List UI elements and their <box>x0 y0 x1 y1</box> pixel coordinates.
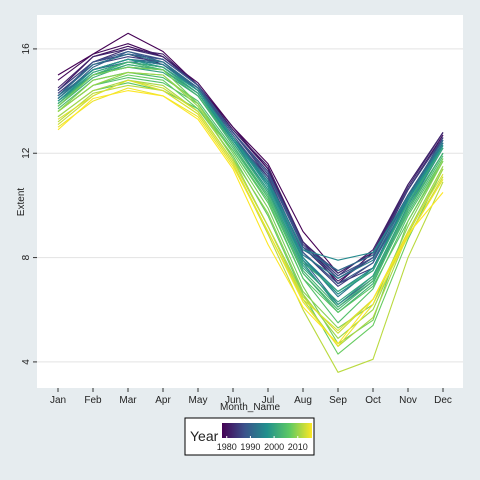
x-axis-title: Month_Name <box>220 402 280 413</box>
y-tick-label: 12 <box>21 147 32 159</box>
legend-colorbar <box>222 423 312 438</box>
series-line-2009 <box>57 71 444 329</box>
x-tick-label: Jun <box>225 395 241 406</box>
x-tick-label: Aug <box>294 395 312 406</box>
x-tick-label: Jul <box>262 395 275 406</box>
legend-tick-label: 1990 <box>240 442 260 452</box>
x-tick-label: Apr <box>155 395 171 406</box>
series-line-2015 <box>57 87 444 347</box>
legend-title: Year <box>190 428 219 444</box>
y-tick-label: 8 <box>21 254 32 260</box>
y-tick-label: 16 <box>21 43 32 55</box>
x-tick-label: Sep <box>329 395 347 406</box>
x-tick-label: Feb <box>84 395 102 406</box>
y-tick-label: 4 <box>21 359 32 365</box>
series-line-1982 <box>57 48 444 277</box>
x-tick-label: Jan <box>50 395 66 406</box>
legend-ticks: 1980 1990 2000 2010 <box>217 436 308 452</box>
legend: Year 1980 1990 2000 2010 <box>184 417 315 456</box>
series-line-2016 <box>57 90 444 345</box>
x-tick-label: Oct <box>365 395 381 406</box>
x-tick-label: Nov <box>399 395 417 406</box>
x-tick-label: Mar <box>119 395 137 406</box>
x-axis-ticks: Jan Feb Mar Apr May Jun Jul Aug Sep Oct Nov Dec <box>50 388 452 406</box>
series-line-2003 <box>57 61 444 308</box>
x-tick-label: Dec <box>434 395 452 406</box>
series-line-2006 <box>57 82 444 313</box>
legend-tick-label: 2010 <box>288 442 308 452</box>
legend-tick-label: 1980 <box>217 442 237 452</box>
series-line-2002 <box>57 64 444 313</box>
y-axis-title: Extent <box>16 188 27 217</box>
series-line-2010 <box>57 71 444 339</box>
y-axis-ticks: 4 8 12 16 <box>21 43 37 365</box>
series-line-1988 <box>57 50 444 279</box>
legend-tick-label: 2000 <box>264 442 284 452</box>
series-lines <box>57 32 444 373</box>
series-line-2005 <box>57 77 444 324</box>
x-tick-label: May <box>189 395 208 406</box>
